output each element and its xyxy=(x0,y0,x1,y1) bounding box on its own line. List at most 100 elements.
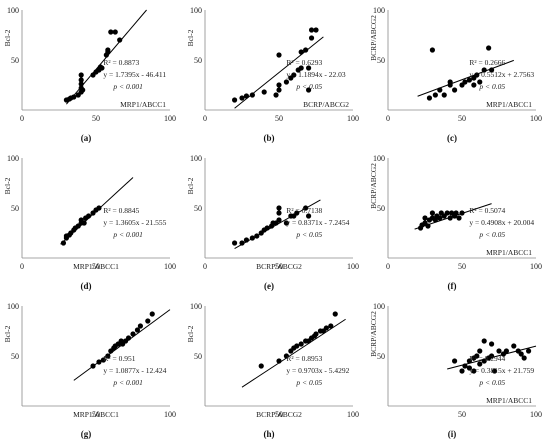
r-squared-label: R² = 0.8873 xyxy=(103,58,139,67)
data-point xyxy=(249,235,255,241)
y-tick-label: 50 xyxy=(11,352,19,361)
x-axis-label: MRP1/ABCC1 xyxy=(486,100,532,109)
data-point xyxy=(466,77,472,83)
data-point xyxy=(489,67,495,73)
data-point xyxy=(243,237,250,243)
data-point xyxy=(80,87,86,93)
data-point xyxy=(232,97,238,103)
x-tick-label: 100 xyxy=(164,410,176,419)
scatter-plot-svg: 0 50 100 50 100 Bcl-2 BCRP/ABCG2 R² = 0.6293 y =… xyxy=(186,6,359,143)
data-point xyxy=(306,87,312,93)
y-tick-label: 100 xyxy=(7,302,19,311)
data-point xyxy=(298,341,304,347)
y-tick-label: 100 xyxy=(7,6,19,15)
data-point xyxy=(425,223,431,229)
r-squared-label: R² = 0.2666 xyxy=(469,58,505,67)
p-value-label: p < 0.001 xyxy=(112,82,142,91)
data-point xyxy=(96,359,102,365)
data-point xyxy=(283,79,289,85)
y-tick-label: 100 xyxy=(7,154,19,163)
data-point xyxy=(441,92,447,98)
data-point xyxy=(105,353,111,359)
trendline xyxy=(241,318,346,388)
data-point xyxy=(429,47,435,53)
data-point xyxy=(452,87,458,93)
y-tick-label: 100 xyxy=(190,154,202,163)
y-tick-label: 100 xyxy=(373,302,385,311)
data-point xyxy=(117,37,123,43)
x-tick-label: 50 xyxy=(275,114,283,123)
data-point xyxy=(90,363,96,369)
x-tick-label: 50 xyxy=(275,262,283,271)
x-tick-label: 0 xyxy=(20,262,24,271)
x-tick-label: 0 xyxy=(386,114,390,123)
data-point xyxy=(491,368,498,374)
data-point xyxy=(232,240,238,246)
data-point xyxy=(496,348,502,354)
x-axis-label: MRP1/ABCC1 xyxy=(73,262,119,271)
data-point xyxy=(486,45,492,51)
y-tick-label: 50 xyxy=(377,204,385,213)
y-tick-label: 50 xyxy=(377,56,385,65)
data-point xyxy=(503,348,509,354)
data-point xyxy=(303,47,309,53)
chart-panel-5: 0 50 100 50 100 Bcl-2 BCRP/ABCG2 R² = 0.7138 y =… xyxy=(183,148,366,296)
x-axis-label: MRP1/ABCC1 xyxy=(486,248,532,257)
scatter-plot-svg: 0 50 100 50 100 Bcl-2 BCRP/ABCG2 R² = 0.7138 y =… xyxy=(186,154,359,291)
data-point xyxy=(276,210,282,216)
data-point xyxy=(332,311,338,317)
y-axis-label: Bcl-2 xyxy=(186,325,195,342)
data-point xyxy=(328,323,334,329)
data-point xyxy=(306,213,312,219)
data-point xyxy=(276,205,282,211)
x-axis-label: MRP1/ABCC1 xyxy=(120,100,166,109)
x-tick-label: 0 xyxy=(386,262,390,271)
data-point xyxy=(86,213,92,219)
chart-panel-1: 0 50 100 50 100 Bcl-2 MRP1/ABCC1 R² = 0.8873 y =… xyxy=(0,0,183,148)
y-tick-label: 50 xyxy=(194,204,202,213)
data-point xyxy=(481,67,487,73)
y-axis-label: Bcl-2 xyxy=(3,325,12,342)
data-point xyxy=(432,217,438,223)
chart-panel-8: 50 100 50 100 Bcl-2 BCRP/ABCG2 R² = 0.8953 y = … xyxy=(183,296,366,444)
y-tick-label: 100 xyxy=(190,302,202,311)
data-point xyxy=(276,217,282,223)
data-point xyxy=(145,318,151,324)
x-axis-label: BCRP/ABCG2 xyxy=(256,410,302,419)
data-point xyxy=(477,348,483,354)
data-point xyxy=(489,341,495,347)
data-point xyxy=(60,240,67,246)
panel-label: (g) xyxy=(81,429,92,439)
data-point xyxy=(422,215,428,221)
data-point xyxy=(134,327,141,333)
data-point xyxy=(258,363,264,369)
y-tick-label: 50 xyxy=(194,56,202,65)
x-axis-label: BCRP/ABCG2 xyxy=(256,262,302,271)
regression-equation: y = 1.1894x - 22.03 xyxy=(286,70,345,79)
data-point xyxy=(254,233,260,239)
data-point xyxy=(306,65,312,71)
data-point xyxy=(481,358,487,364)
data-point xyxy=(452,358,458,364)
data-point xyxy=(481,338,487,344)
x-axis-label: BCRP/ABCG2 xyxy=(303,100,349,109)
data-point xyxy=(471,82,477,88)
regression-equation: y = 1.7395x - 46.411 xyxy=(103,70,166,79)
y-tick-label: 50 xyxy=(377,352,385,361)
data-point xyxy=(447,79,453,85)
r-squared-label: R² = 0.951 xyxy=(103,354,135,363)
data-point xyxy=(276,358,282,364)
x-tick-label: 100 xyxy=(347,410,359,419)
r-squared-label: R² = 0.7138 xyxy=(286,206,322,215)
panel-label: (i) xyxy=(448,429,457,439)
data-point xyxy=(149,311,155,317)
r-squared-label: R² = 0.6293 xyxy=(286,58,322,67)
data-point xyxy=(459,368,465,374)
x-tick-label: 100 xyxy=(530,262,542,271)
y-axis-label: BCRP/ABCG2 xyxy=(369,163,378,209)
data-point xyxy=(283,220,289,226)
data-point xyxy=(303,205,309,211)
y-axis-label: Bcl-2 xyxy=(3,29,12,46)
data-point xyxy=(456,215,462,221)
